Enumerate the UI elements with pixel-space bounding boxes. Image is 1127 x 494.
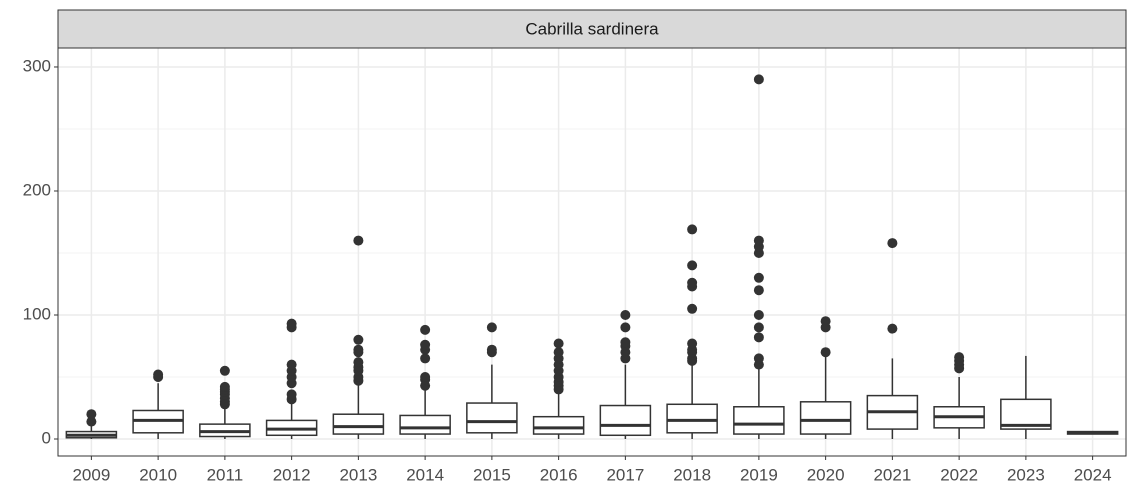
x-tick-label: 2012 bbox=[273, 465, 311, 484]
x-tick-label: 2022 bbox=[940, 465, 978, 484]
outlier bbox=[753, 353, 764, 364]
x-tick-label: 2019 bbox=[740, 465, 778, 484]
outlier bbox=[820, 316, 831, 327]
outlier bbox=[753, 235, 764, 246]
outlier bbox=[753, 332, 764, 343]
outlier bbox=[86, 409, 97, 420]
outlier bbox=[687, 260, 698, 271]
outlier bbox=[620, 309, 631, 320]
box bbox=[332, 413, 385, 435]
x-tick-label: 2024 bbox=[1074, 465, 1112, 484]
y-tick-label: 200 bbox=[23, 180, 51, 199]
outlier bbox=[887, 323, 898, 334]
x-tick-label: 2014 bbox=[406, 465, 444, 484]
outlier bbox=[219, 381, 230, 392]
box bbox=[599, 404, 652, 437]
box bbox=[532, 415, 585, 435]
outlier bbox=[486, 322, 497, 333]
outlier bbox=[553, 338, 564, 349]
x-tick-label: 2010 bbox=[139, 465, 177, 484]
outlier bbox=[687, 338, 698, 349]
outlier bbox=[753, 285, 764, 296]
x-tick-label: 2023 bbox=[1007, 465, 1045, 484]
box bbox=[666, 403, 718, 434]
outlier bbox=[153, 369, 164, 380]
x-tick-label: 2009 bbox=[72, 465, 110, 484]
facet-title: Cabrilla sardinera bbox=[525, 19, 659, 38]
panel bbox=[58, 48, 1126, 456]
x-tick-label: 2020 bbox=[807, 465, 845, 484]
outlier bbox=[219, 365, 230, 376]
outlier bbox=[420, 353, 431, 364]
outlier bbox=[86, 416, 97, 427]
outlier bbox=[353, 344, 364, 355]
outlier bbox=[954, 352, 965, 363]
x-tick-label: 2016 bbox=[540, 465, 578, 484]
x-tick-label: 2021 bbox=[873, 465, 911, 484]
marks bbox=[65, 74, 1119, 440]
outlier bbox=[620, 337, 631, 348]
y-tick-label: 300 bbox=[23, 56, 51, 75]
y-tick-label: 100 bbox=[23, 304, 51, 323]
outlier bbox=[353, 357, 364, 368]
grid bbox=[58, 48, 1126, 456]
outlier bbox=[420, 324, 431, 335]
outlier bbox=[753, 322, 764, 333]
outlier bbox=[687, 277, 698, 288]
box bbox=[733, 406, 785, 435]
x-tick-label: 2013 bbox=[339, 465, 377, 484]
box bbox=[399, 414, 451, 435]
outlier bbox=[820, 347, 831, 358]
panel-border bbox=[57, 47, 1127, 457]
x-tick-label: 2015 bbox=[473, 465, 511, 484]
outlier bbox=[620, 322, 631, 333]
outlier bbox=[753, 309, 764, 320]
outlier bbox=[353, 334, 364, 345]
outlier bbox=[286, 389, 297, 400]
outlier bbox=[486, 344, 497, 355]
box bbox=[466, 402, 518, 434]
x-tick-label: 2017 bbox=[606, 465, 644, 484]
x-tick-label: 2011 bbox=[207, 465, 244, 484]
outlier bbox=[286, 359, 297, 370]
outlier bbox=[887, 238, 898, 249]
facet-strip bbox=[57, 9, 1127, 49]
outlier bbox=[553, 347, 564, 358]
x-tick-label: 2018 bbox=[673, 465, 711, 484]
outlier bbox=[420, 372, 431, 383]
outlier bbox=[353, 235, 364, 246]
outlier bbox=[753, 74, 764, 85]
box bbox=[799, 401, 852, 435]
y-tick-label: 0 bbox=[42, 428, 51, 447]
outlier bbox=[420, 339, 431, 350]
outlier bbox=[687, 303, 698, 314]
outlier bbox=[753, 272, 764, 283]
outlier bbox=[687, 224, 698, 235]
outlier bbox=[286, 318, 297, 329]
